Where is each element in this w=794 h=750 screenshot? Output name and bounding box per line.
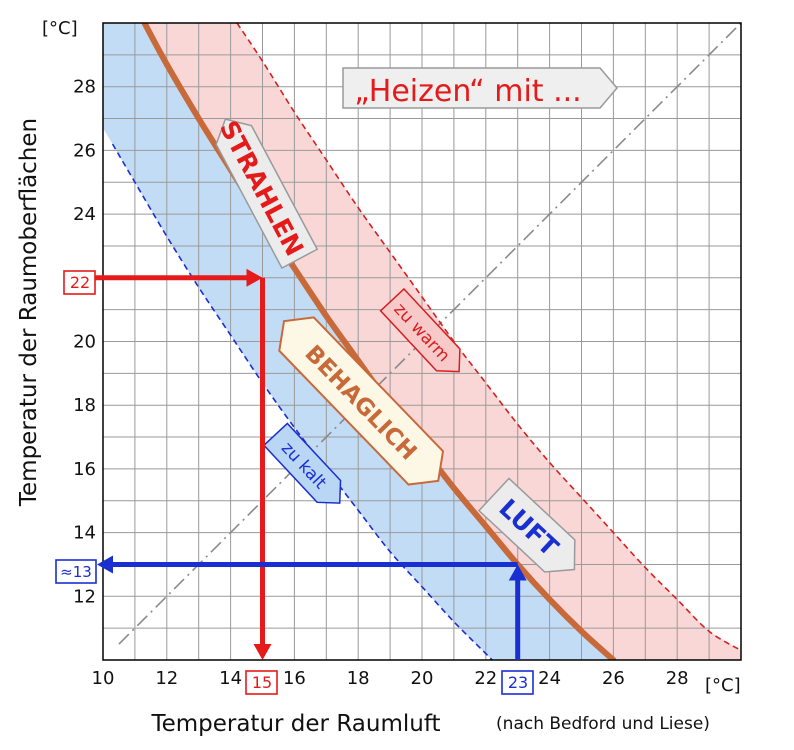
grid xyxy=(103,23,741,660)
x-tick-label: 18 xyxy=(347,668,370,689)
blue-result-box xyxy=(55,559,97,584)
blue-horizontal-arrowhead xyxy=(97,555,113,574)
x-axis-title: Temperatur der Raumluft xyxy=(150,711,440,737)
red-vertical-arrowhead xyxy=(253,644,272,660)
chart-title-box: „Heizen“ mit ... xyxy=(342,67,618,109)
x-tick-label: 10 xyxy=(92,668,115,689)
y-tick-label: 20 xyxy=(73,332,96,353)
x-tick-label: 26 xyxy=(602,668,625,689)
blue-result-value: ≈13 xyxy=(60,563,92,581)
plot-frame xyxy=(102,22,742,661)
chart-title: „Heizen“ mit ... xyxy=(354,74,581,109)
equality-diagonal-line xyxy=(118,23,741,645)
red-result-value: 15 xyxy=(252,673,272,692)
y-tick-label: 18 xyxy=(73,395,96,416)
red-input-box xyxy=(63,270,96,295)
x-tick-labels: 10 12 14 16 18 20 22 24 26 28 xyxy=(92,668,689,689)
zu-warm-line xyxy=(236,23,741,652)
x-tick-label: 20 xyxy=(411,668,434,689)
blue-input-value: 23 xyxy=(508,673,528,692)
blue-example: 23 ≈13 xyxy=(55,555,534,695)
y-tick-labels: 12 14 16 18 20 22 24 26 28 xyxy=(73,77,96,608)
x-tick-label: 22 xyxy=(474,668,497,689)
y-tick-label: 16 xyxy=(73,459,96,480)
y-tick-label: 14 xyxy=(73,523,96,544)
red-input-value: 22 xyxy=(70,273,90,292)
blue-vertical-arrowhead xyxy=(508,564,527,581)
red-example: 22 15 xyxy=(63,268,278,695)
x-tick-label: 24 xyxy=(538,668,561,689)
y-unit-label: [°C] xyxy=(42,18,78,39)
x-unit-label: [°C] xyxy=(705,675,741,696)
y-tick-label: 12 xyxy=(73,586,96,607)
x-axis-note: (nach Bedford und Liese) xyxy=(496,714,710,734)
red-result-box xyxy=(245,670,278,695)
y-axis-title: Temperatur der Raumoberflächen xyxy=(16,118,42,507)
red-horizontal-arrowhead xyxy=(246,268,263,287)
x-tick-label: 12 xyxy=(155,668,178,689)
y-tick-label: 24 xyxy=(73,204,96,225)
y-tick-label: 26 xyxy=(73,140,96,161)
x-tick-label: 28 xyxy=(666,668,689,689)
blue-input-box xyxy=(501,670,534,695)
x-tick-label: 14 xyxy=(219,668,242,689)
x-tick-label: 16 xyxy=(283,668,306,689)
y-tick-label: 28 xyxy=(73,77,96,98)
